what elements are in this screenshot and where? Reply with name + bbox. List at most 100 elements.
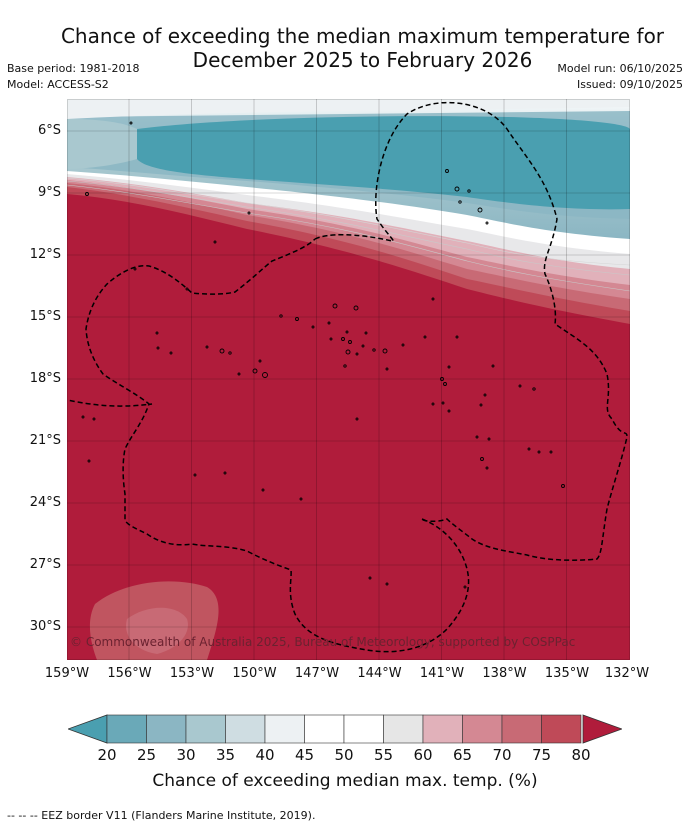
island: [327, 321, 331, 325]
island: [487, 437, 491, 441]
colorbar-cell: [501, 714, 542, 744]
island: [345, 349, 351, 355]
colorbar-tick: 60: [413, 746, 433, 764]
island: [485, 221, 489, 225]
island: [156, 346, 160, 350]
island: [372, 348, 376, 352]
graticule: [67, 99, 630, 660]
colorbar-cell: [422, 714, 463, 744]
lon-label: 144°W: [357, 666, 402, 681]
island: [355, 417, 359, 421]
model-run-text: Model run: 06/10/2025: [557, 62, 683, 75]
island: [252, 368, 258, 374]
map-title-line2: December 2025 to February 2026: [192, 48, 533, 72]
lat-label: 18°S: [29, 371, 61, 386]
island: [431, 297, 435, 301]
colorbar-tick: 45: [294, 746, 315, 764]
island: [561, 484, 565, 488]
colorbar-cell: [146, 714, 187, 744]
island: [295, 317, 299, 321]
island: [247, 211, 251, 215]
island: [355, 352, 359, 356]
colorbar-cell: [106, 714, 147, 744]
island: [447, 409, 451, 413]
island: [129, 121, 133, 125]
lon-label: 156°W: [107, 666, 152, 681]
island: [532, 387, 536, 391]
colorbar-tick: 80: [571, 746, 591, 764]
lat-label: 6°S: [37, 123, 61, 138]
cool-band-30: [67, 119, 137, 169]
issued-text: Issued: 09/10/2025: [576, 78, 683, 91]
island: [85, 192, 89, 196]
map-title-line1: Chance of exceeding the median maximum t…: [60, 24, 665, 48]
island: [133, 267, 137, 271]
colorbar-tick: 75: [531, 746, 552, 764]
island: [279, 314, 283, 318]
island: [185, 287, 189, 291]
lat-label: 24°S: [29, 495, 61, 510]
island: [447, 365, 451, 369]
colorbar-tick: 25: [136, 746, 157, 764]
island: [549, 450, 553, 454]
island: [477, 207, 483, 213]
colorbar-low-extend: [68, 714, 108, 744]
island: [299, 497, 303, 501]
lat-label: 9°S: [37, 185, 61, 200]
colorbar-high-extend: [582, 714, 622, 744]
contour-line: [67, 177, 630, 266]
island: [518, 384, 522, 388]
colorbar-cells: [106, 714, 582, 744]
lon-label: 153°W: [169, 666, 215, 681]
island: [345, 330, 349, 334]
island: [431, 402, 435, 406]
lat-label: 21°S: [29, 433, 61, 448]
island: [258, 359, 262, 363]
lon-label: 147°W: [294, 666, 340, 681]
meta-right: Model run: 06/10/2025 Issued: 09/10/2025: [557, 61, 683, 93]
warm-patch-65: [126, 607, 188, 654]
colorbar-cell: [304, 714, 345, 744]
lat-label: 12°S: [29, 247, 61, 262]
colorbar-cell: [185, 714, 226, 744]
island: [228, 351, 232, 355]
island: [463, 585, 467, 589]
colorbar-cell: [343, 714, 384, 744]
lon-label: 150°W: [232, 666, 277, 681]
lat-label: 30°S: [29, 619, 61, 634]
contour-line: [67, 184, 630, 292]
island: [480, 457, 484, 461]
island: [479, 403, 483, 407]
contour-line: [67, 180, 630, 276]
island: [332, 303, 338, 309]
colorbar-cell: [264, 714, 305, 744]
island: [385, 367, 389, 371]
colorbar-tick: 30: [176, 746, 196, 764]
base-period-text: Base period: 1981-2018: [7, 62, 140, 75]
island: [223, 471, 227, 475]
island: [440, 377, 444, 381]
copyright-text: © Commonwealth of Australia 2025, Bureau…: [70, 635, 576, 649]
map-frame: [67, 99, 630, 660]
islands: [81, 121, 565, 589]
colorbar-tick: 50: [334, 746, 354, 764]
island: [368, 576, 372, 580]
colorbar-title: Chance of exceeding median max. temp. (%…: [152, 771, 538, 791]
island: [353, 305, 359, 311]
island: [385, 582, 389, 586]
colorbar-cell: [383, 714, 424, 744]
island: [213, 240, 217, 244]
lat-label: 15°S: [29, 309, 61, 324]
colorbar-cell: [541, 714, 582, 744]
colorbar-cell: [462, 714, 503, 744]
eez-legend-text: -- -- -- EEZ border V11 (Flanders Marine…: [7, 809, 316, 822]
colorbar-tick: 70: [492, 746, 512, 764]
colorbar: [68, 714, 622, 744]
island: [169, 351, 173, 355]
island: [483, 393, 487, 397]
island: [485, 466, 489, 470]
island: [537, 450, 541, 454]
model-text: Model: ACCESS-S2: [7, 78, 109, 91]
colorbar-tick: 65: [452, 746, 473, 764]
island: [458, 200, 462, 204]
